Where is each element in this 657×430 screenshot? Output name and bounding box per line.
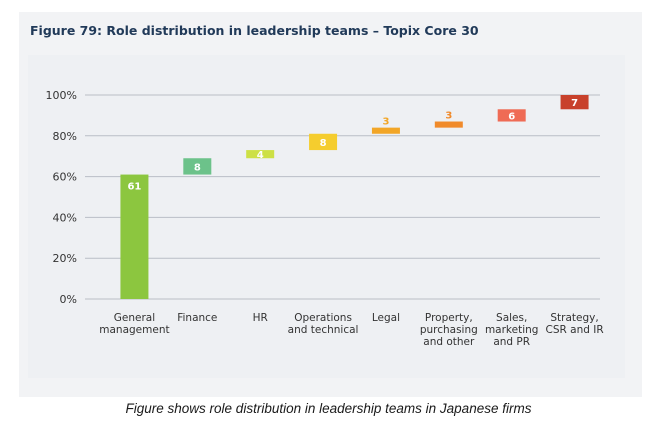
bar [183,158,212,175]
y-tick-label: 0% [60,293,77,306]
x-category-label-line: HR [253,312,268,324]
y-tick-label: 20% [53,252,77,265]
y-tick-label: 40% [53,211,77,224]
bar-value-label: 3 [445,111,452,122]
bar [560,95,589,110]
figure-caption: Figure shows role distribution in leader… [125,401,532,416]
bar [434,121,463,128]
x-category-label-line: management [99,324,169,336]
x-category-label-line: Operations [294,312,352,324]
x-category-label: Legal [372,312,400,324]
x-category-label-line: Legal [372,312,400,324]
bar-value-label: 3 [382,117,389,128]
y-tick-label: 100% [46,89,77,102]
x-category-label-line: Property, [425,312,473,324]
x-category-label: HR [253,312,268,324]
role-distribution-chart: 0% 20% 40% 60% 80% 100% 61 General management 8 Fi… [46,89,604,348]
x-category-label: Property, purchasing and other [420,312,478,348]
figure-title: Figure 79: Role distribution in leadersh… [30,23,479,38]
x-category-label: Finance [177,312,217,324]
bar-value-label: 6 [508,111,515,122]
x-category-label-line: and technical [288,324,359,336]
x-category-label-line: Strategy, [550,312,598,324]
x-category-label-line: General [114,312,155,324]
x-category-label-line: marketing [485,324,539,336]
y-tick-label: 80% [53,130,77,143]
bar [371,127,400,134]
bar-value-label: 7 [571,98,578,109]
x-category-label: General management [99,312,169,336]
x-category-label: Operations and technical [288,312,359,336]
bar-value-label: 4 [257,150,264,161]
x-category-label: Sales, marketing and PR [485,312,539,348]
x-category-label-line: CSR and IR [546,324,604,336]
bar [120,174,149,299]
x-category-label-line: purchasing [420,324,478,336]
x-category-label: Strategy, CSR and IR [546,312,604,336]
bar [309,133,338,151]
x-category-label-line: Finance [177,312,217,324]
bar [497,109,526,122]
plot-area: 0% 20% 40% 60% 80% 100% 61 General management 8 Fi… [28,55,625,378]
x-category-label-line: and other [423,336,475,348]
x-category-label-line: Sales, [496,312,527,324]
bar-value-label: 61 [127,182,141,193]
y-tick-label: 60% [53,171,77,184]
x-category-label-line: and PR [493,336,530,348]
bar-value-label: 8 [194,162,201,173]
bar [246,150,275,159]
bar-value-label: 8 [320,138,327,149]
